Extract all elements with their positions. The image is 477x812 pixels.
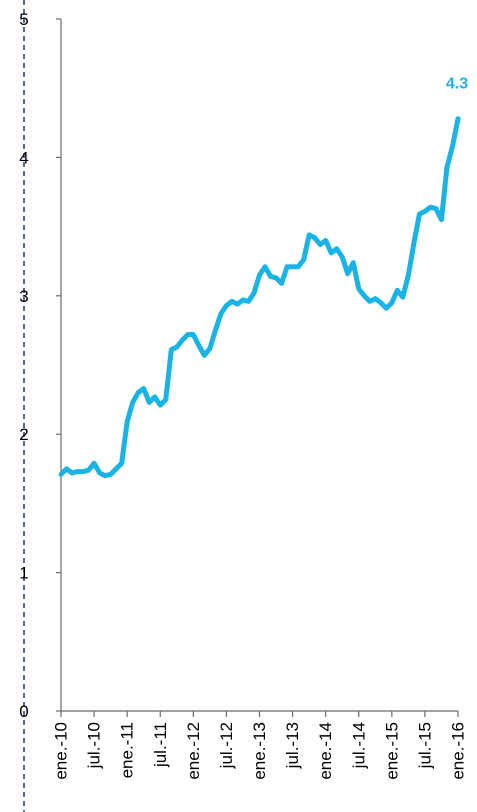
y-tick-label: 3 bbox=[19, 287, 28, 306]
x-tick-label: jul.-13 bbox=[283, 722, 302, 769]
x-tick-label: ene.-12 bbox=[184, 722, 203, 780]
end-value-label: 4.3 bbox=[446, 76, 468, 93]
y-tick-label: 4 bbox=[19, 148, 28, 167]
x-tick-label: jul.-15 bbox=[415, 722, 434, 769]
series-line bbox=[58, 116, 461, 479]
y-tick-label: 0 bbox=[19, 702, 28, 721]
x-tick-label: jul.-14 bbox=[349, 722, 368, 769]
y-tick-label: 1 bbox=[19, 564, 28, 583]
x-tick-label: ene.-15 bbox=[382, 722, 401, 780]
x-tick-label: ene.-13 bbox=[250, 722, 269, 780]
x-tick-label: jul.-11 bbox=[151, 722, 170, 768]
x-tick-label: ene.-14 bbox=[316, 722, 335, 780]
x-tick-label: ene.-16 bbox=[449, 722, 468, 780]
x-axis: ene.-10 jul.-10 ene.-11 jul.-11 ene.-12 jul.-… bbox=[52, 710, 468, 780]
y-tick-label: 5 bbox=[19, 10, 28, 29]
x-tick-label: ene.-11 bbox=[118, 722, 137, 778]
y-tick-label: 2 bbox=[19, 425, 28, 444]
y-axis: 0 1 2 3 4 5 bbox=[19, 10, 62, 721]
x-tick-label: jul.-10 bbox=[85, 722, 104, 769]
x-tick-label: ene.-10 bbox=[52, 722, 71, 780]
x-tick-label: jul.-12 bbox=[217, 722, 236, 769]
